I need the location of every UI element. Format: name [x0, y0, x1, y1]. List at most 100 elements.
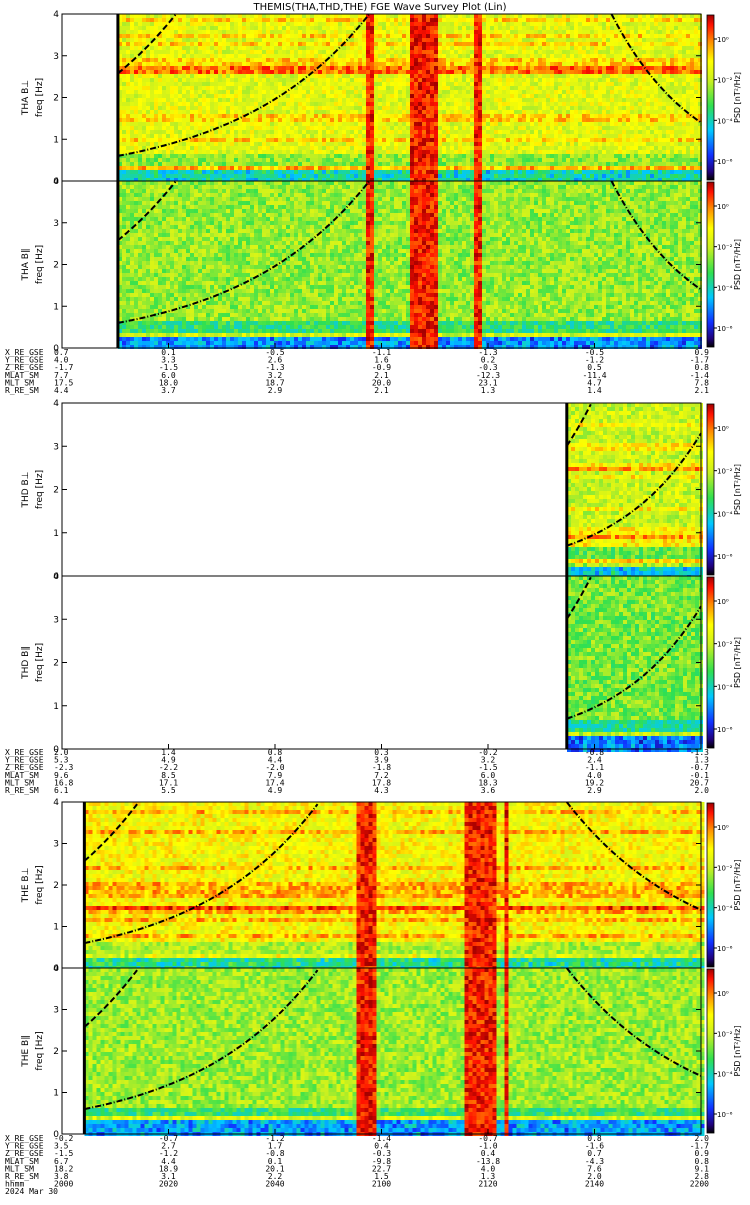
ephemeris-value: 1.4 — [587, 386, 602, 395]
y-tick-label: 1 — [53, 302, 59, 312]
ephemeris-value: 2200 — [690, 1180, 709, 1189]
y-tick-label: 2 — [53, 486, 59, 496]
no-data-region — [62, 403, 567, 576]
colorbar — [707, 15, 714, 180]
panel-units: freq [Hz] — [35, 78, 45, 117]
y-tick-label: 4 — [53, 964, 59, 974]
panel-units: freq [Hz] — [35, 643, 45, 682]
colorbar-tick-label: 10⁻⁴ — [717, 510, 733, 518]
colorbar-tick-label: 10⁻⁴ — [717, 1071, 733, 1079]
ephemeris-table: X_RE_GSEY_RE_GSEZ_RE_GSEMLAT_SMMLT_SMR_R… — [5, 348, 709, 395]
ephemeris-value: 2140 — [585, 1180, 604, 1189]
colorbar-label: PSD [nT²/Hz] — [733, 72, 742, 123]
colorbar-tick-label: 10⁻² — [717, 468, 733, 476]
panel-units: freq [Hz] — [35, 245, 45, 284]
ephemeris-value: 2.1 — [695, 386, 710, 395]
colorbar-tick-label: 10⁻⁴ — [717, 683, 733, 691]
ephemeris-value: 2.0 — [695, 786, 710, 795]
colorbar-tick-label: 10⁰ — [717, 598, 729, 606]
ephemeris-row-label: R_RE_SM — [5, 786, 39, 795]
panel-label: THA B∥ — [21, 249, 31, 282]
panel-units: freq [Hz] — [35, 470, 45, 509]
colorbar-tick-label: 10⁻⁴ — [717, 284, 733, 292]
y-tick-label: 3 — [53, 219, 59, 229]
y-tick-label: 4 — [53, 798, 59, 808]
figure-title: THEMIS(THA,THD,THE) FGE Wave Survey Plot… — [252, 2, 506, 13]
y-tick-label: 2 — [53, 261, 59, 271]
ephemeris-value: 2.9 — [587, 786, 602, 795]
colorbar-label: PSD [nT²/Hz] — [733, 464, 742, 515]
ephemeris-value: 5.5 — [161, 786, 176, 795]
ephemeris-value: 3.6 — [481, 786, 496, 795]
ephemeris-row-label: 2024 Mar 30 — [5, 1187, 58, 1196]
ephemeris-value: 4.9 — [268, 786, 283, 795]
heatmap-cells — [118, 14, 702, 182]
no-data-region — [62, 14, 118, 181]
colorbar-tick-label: 10⁻² — [717, 244, 733, 252]
ephemeris-value: 2100 — [372, 1180, 391, 1189]
colorbar — [707, 404, 714, 575]
panel-label: THA B⊥ — [21, 80, 31, 116]
ephemeris-value: 1.3 — [481, 386, 496, 395]
colorbar-tick-label: 10⁰ — [717, 425, 729, 433]
panel-units: freq [Hz] — [35, 865, 45, 904]
heatmap-cells — [567, 403, 703, 579]
ephemeris-value: 4.4 — [54, 386, 69, 395]
ephemeris-value: 2120 — [478, 1180, 497, 1189]
colorbar-label: PSD [nT²/Hz] — [733, 239, 742, 290]
colorbar — [707, 577, 714, 748]
colorbar-tick-label: 10⁻² — [717, 864, 733, 872]
ephemeris-value: 6.1 — [54, 786, 69, 795]
colorbar-tick-label: 10⁰ — [717, 36, 729, 44]
panel-label: THE B⊥ — [21, 867, 31, 903]
colorbar-tick-label: 10⁻⁶ — [717, 325, 733, 333]
colorbar-tick-label: 10⁰ — [717, 203, 729, 211]
colorbar-label: PSD [nT²/Hz] — [733, 860, 742, 911]
ephemeris-value: 3.7 — [161, 386, 176, 395]
y-tick-label: 1 — [53, 923, 59, 933]
colorbar-tick-label: 10⁻⁶ — [717, 1111, 733, 1119]
heatmap-cells — [118, 181, 702, 349]
ephemeris-table: X_RE_GSEY_RE_GSEZ_RE_GSEMLAT_SMMLT_SMR_R… — [5, 1134, 709, 1196]
heatmap-cells — [84, 802, 704, 970]
heatmap-cells — [84, 968, 704, 1136]
colorbar — [707, 969, 714, 1133]
colorbar-tick-label: 10⁻⁴ — [717, 117, 733, 125]
y-tick-label: 4 — [53, 10, 59, 20]
ephemeris-value: 2.9 — [268, 386, 283, 395]
colorbar-label: PSD [nT²/Hz] — [733, 1026, 742, 1077]
panel-label: THD B⊥ — [21, 471, 31, 508]
y-tick-label: 2 — [53, 881, 59, 891]
y-tick-label: 1 — [53, 135, 59, 145]
y-tick-label: 2 — [53, 94, 59, 104]
y-tick-label: 3 — [53, 52, 59, 62]
heatmap-cells — [567, 576, 703, 752]
colorbar-tick-label: 10⁻² — [717, 641, 733, 649]
y-tick-label: 3 — [53, 442, 59, 452]
no-data-region — [62, 576, 567, 749]
colorbar-tick-label: 10⁻⁶ — [717, 726, 733, 734]
y-tick-label: 3 — [53, 615, 59, 625]
ephemeris-value: 2000 — [54, 1180, 73, 1189]
y-tick-label: 1 — [53, 702, 59, 712]
ephemeris-value: 4.3 — [374, 786, 389, 795]
ephemeris-value: 2.1 — [374, 386, 389, 395]
colorbar-tick-label: 10⁻⁶ — [717, 158, 733, 166]
y-tick-label: 4 — [53, 572, 59, 582]
y-tick-label: 1 — [53, 1089, 59, 1099]
ephemeris-row-label: R_RE_SM — [5, 386, 39, 395]
colorbar-tick-label: 10⁻⁴ — [717, 905, 733, 913]
y-tick-label: 4 — [53, 399, 59, 409]
y-tick-label: 4 — [53, 177, 59, 187]
